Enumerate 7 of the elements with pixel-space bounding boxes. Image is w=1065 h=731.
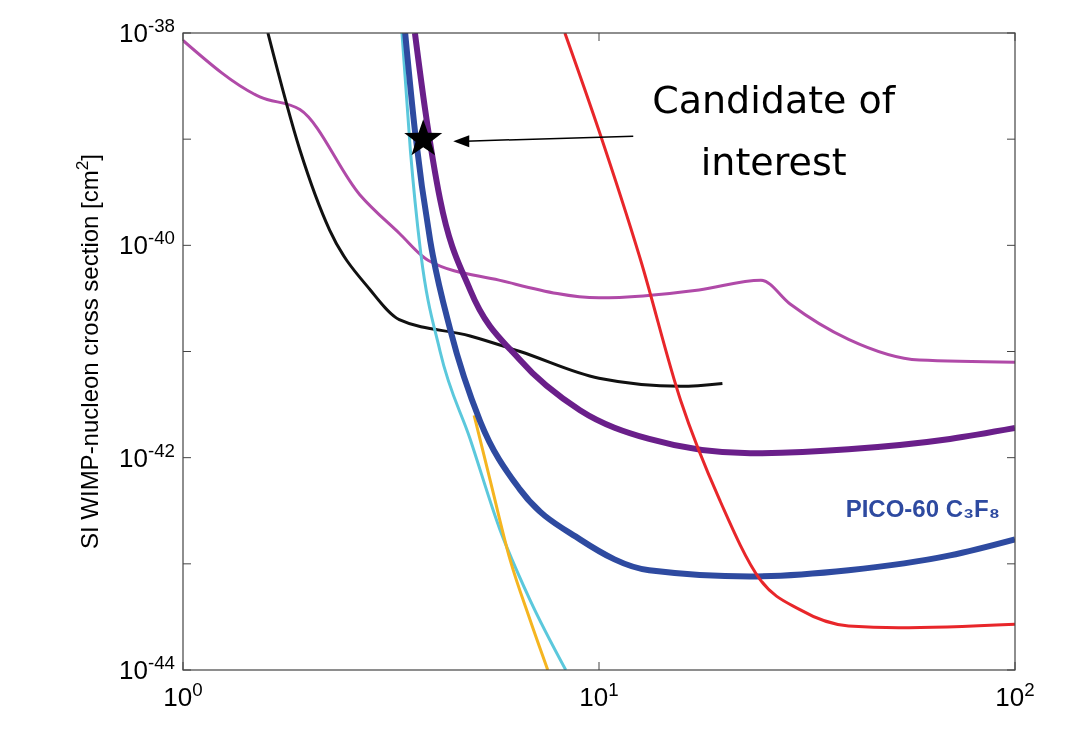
x-tick-label: 10$^{2}$ — [995, 678, 1035, 712]
y-tick-label: 10$^{-40}$ — [119, 226, 175, 261]
annotation: Candidate of interest — [652, 78, 897, 184]
x-tick-label: 10$^{1}$ — [579, 678, 619, 712]
y-tick-label: 10$^{-42}$ — [119, 439, 175, 473]
series-label: PICO-60 C₃F₈ — [845, 495, 1000, 523]
y-tick-label: 10$^{-38}$ — [119, 14, 175, 48]
